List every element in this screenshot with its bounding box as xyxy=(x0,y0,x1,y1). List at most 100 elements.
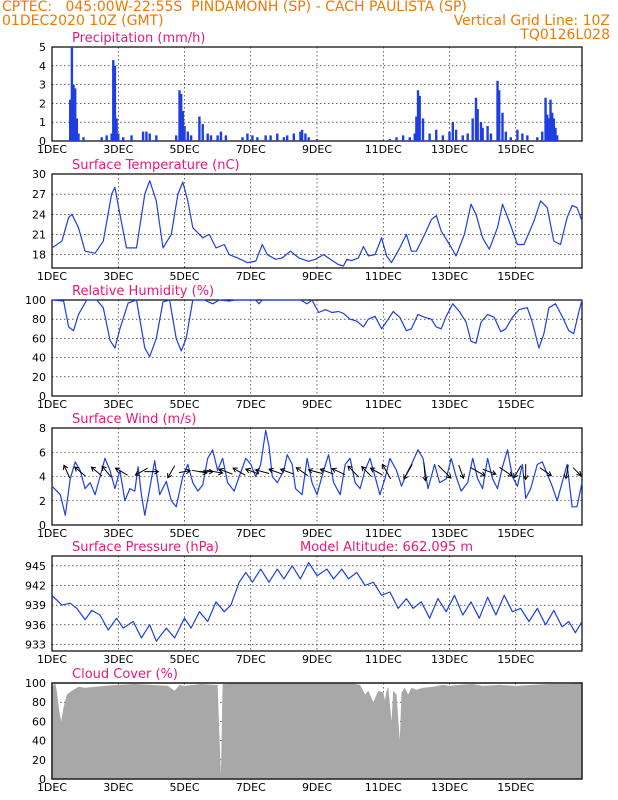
temperature-xtick-label: 15DEC xyxy=(497,270,534,283)
wind-arrow-head xyxy=(403,474,409,480)
wind-arrow-shaft xyxy=(135,467,148,476)
wind-arrow-head xyxy=(576,470,582,477)
wind-ytick-label: 6 xyxy=(39,446,46,459)
wind-arrow-head xyxy=(491,470,497,476)
humidity-xtick-label: 1DEC xyxy=(37,398,67,411)
wind-xtick-label: 11DEC xyxy=(365,527,402,540)
pressure-ytick-label: 936 xyxy=(25,619,46,632)
wind-arrow-head xyxy=(546,471,553,477)
wind-arrow xyxy=(62,464,71,479)
precip-bar xyxy=(496,80,499,141)
wind-ytick-label: 2 xyxy=(39,495,46,508)
precip-bar xyxy=(554,127,557,141)
precip-bar xyxy=(421,118,425,141)
wind-arrow xyxy=(422,462,428,482)
wind-arrow-head xyxy=(90,466,97,472)
cloud-cover-xtick-label: 9DEC xyxy=(302,781,332,794)
precip-bar xyxy=(178,90,181,141)
humidity-title: Relative Humidity (%) xyxy=(72,284,214,299)
wind-ytick-label: 0 xyxy=(39,519,46,532)
wind-arrow xyxy=(369,467,383,476)
precip-bar xyxy=(241,137,244,141)
precipitation-xtick-label: 15DEC xyxy=(497,143,534,156)
cloud-cover-ytick-label: 20 xyxy=(32,754,46,767)
precip-bar xyxy=(105,135,108,141)
precip-bar xyxy=(526,135,529,141)
precip-bar xyxy=(415,116,418,141)
cloud-cover-ytick-label: 80 xyxy=(32,696,46,709)
precip-bar xyxy=(282,137,286,141)
precip-bar xyxy=(474,97,478,141)
cloud-cover-xtick-label: 3DEC xyxy=(103,781,133,794)
wind-arrow-shaft xyxy=(482,468,496,475)
temperature-xtick-label: 1DEC xyxy=(37,270,67,283)
wind-arrow xyxy=(191,469,208,476)
precip-bar xyxy=(75,118,79,141)
temperature-xtick-label: 5DEC xyxy=(169,270,199,283)
wind-arrow xyxy=(74,466,86,477)
temperature-xtick-label: 13DEC xyxy=(431,270,468,283)
wind-arrow xyxy=(361,466,372,477)
wind-arrow xyxy=(114,467,128,476)
humidity-ytick-label: 40 xyxy=(32,352,46,365)
wind-arrow-shaft xyxy=(63,465,71,479)
wind-arrow-head xyxy=(319,467,326,474)
cloud-cover-xtick-label: 5DEC xyxy=(169,781,199,794)
precip-bar xyxy=(73,88,77,141)
humidity-ytick-label: 100 xyxy=(25,294,46,307)
precip-bar xyxy=(401,135,405,141)
cloud-cover-xtick-label: 1DEC xyxy=(37,781,67,794)
wind-arrow xyxy=(134,467,148,476)
precip-bar xyxy=(395,137,398,141)
wind-xtick-label: 1DEC xyxy=(37,527,67,540)
wind-xtick-label: 15DEC xyxy=(497,527,534,540)
wind-arrow xyxy=(347,465,360,478)
precip-bar xyxy=(183,125,186,141)
precip-bar xyxy=(72,84,75,141)
precipitation-panel: 0 1 2 3 4 5 1DEC 3DEC 5DEC 7DEC 9DEC 11DEC 13DEC 15DE… xyxy=(37,31,583,156)
temperature-panel: 18 21 24 27 30 1DEC 3DEC 5DEC 7DEC 9DEC 11DEC 13DEC… xyxy=(32,158,583,283)
precip-bar xyxy=(285,135,289,141)
header-model-id: TQ0126L028 xyxy=(520,27,610,43)
temperature-xtick-label: 7DEC xyxy=(236,270,266,283)
wind-arrow-shaft xyxy=(74,466,86,477)
precip-bar xyxy=(155,135,158,141)
humidity-xtick-label: 11DEC xyxy=(365,398,402,411)
wind-arrow xyxy=(522,463,529,481)
wind-arrow xyxy=(513,465,522,479)
wind-arrow-head xyxy=(446,473,452,479)
precip-bar xyxy=(115,118,118,141)
precip-bar xyxy=(546,114,549,141)
wind-arrow-shaft xyxy=(347,465,360,478)
wind-arrow-shaft xyxy=(437,464,452,479)
pressure-xtick-label: 1DEC xyxy=(37,653,67,666)
wind-arrow-head xyxy=(185,468,191,475)
wind-arrow-head xyxy=(74,466,80,472)
wind-arrow-head xyxy=(254,468,261,474)
wind-arrow-shaft xyxy=(245,468,260,475)
pressure-xtick-label: 15DEC xyxy=(497,653,534,666)
precipitation-title: Precipitation (mm/h) xyxy=(72,31,205,46)
wind-arrow-shaft xyxy=(308,469,323,474)
wind-arrow-head xyxy=(244,467,251,474)
precip-bar xyxy=(77,133,80,141)
precip-bar xyxy=(269,135,272,141)
wind-arrow-shaft xyxy=(280,468,294,475)
cloud-cover-ytick-label: 0 xyxy=(39,773,46,786)
precip-bar xyxy=(521,133,524,141)
wind-arrow-shaft xyxy=(458,464,464,479)
precip-bar xyxy=(179,94,183,141)
precipitation-ytick-label: 2 xyxy=(39,97,46,110)
humidity-xtick-label: 15DEC xyxy=(497,398,534,411)
precip-bar xyxy=(408,137,411,141)
wind-arrow-shaft xyxy=(115,467,128,476)
wind-arrow-shaft xyxy=(320,468,334,475)
wind-arrow-shaft xyxy=(370,467,383,476)
pressure-xtick-label: 11DEC xyxy=(365,653,402,666)
wind-arrow-shaft xyxy=(296,467,309,477)
pressure-subtitle: Model Altitude: 662.095 m xyxy=(300,540,473,555)
precip-bar xyxy=(304,133,307,141)
wind-arrow-shaft xyxy=(91,466,103,477)
humidity-line xyxy=(51,299,583,358)
wind-arrow xyxy=(499,466,513,477)
